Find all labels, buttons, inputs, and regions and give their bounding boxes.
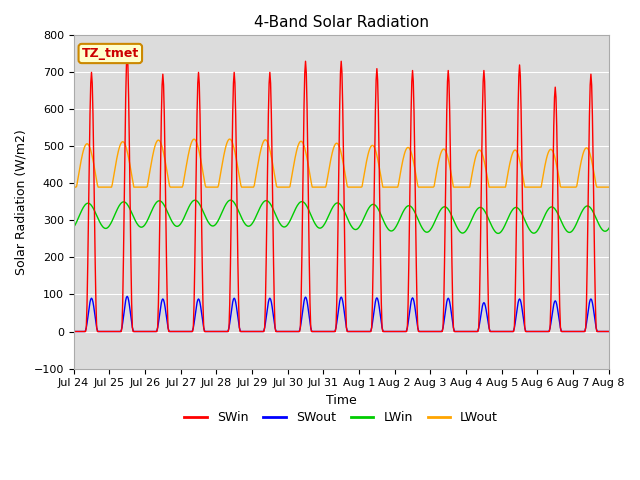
Y-axis label: Solar Radiation (W/m2): Solar Radiation (W/m2) xyxy=(15,129,28,275)
LWout xyxy=(137,184,145,190)
LWout xyxy=(226,136,234,142)
LWout xyxy=(242,184,250,190)
SWin xyxy=(451,329,458,335)
SWout xyxy=(242,329,250,335)
SWout xyxy=(124,293,131,299)
Legend: SWin, SWout, LWin, LWout: SWin, SWout, LWin, LWout xyxy=(179,406,503,429)
SWout xyxy=(70,329,77,335)
Line: SWout: SWout xyxy=(74,296,640,332)
LWin xyxy=(419,225,426,231)
LWout xyxy=(70,184,77,190)
LWout xyxy=(271,170,278,176)
SWin xyxy=(70,329,77,335)
Title: 4-Band Solar Radiation: 4-Band Solar Radiation xyxy=(253,15,429,30)
SWin xyxy=(292,329,300,335)
LWout xyxy=(451,184,458,190)
LWout xyxy=(292,151,300,157)
Text: TZ_tmet: TZ_tmet xyxy=(82,47,139,60)
LWin xyxy=(70,224,77,230)
LWin xyxy=(137,224,145,230)
SWin xyxy=(242,329,250,335)
Line: LWin: LWin xyxy=(74,200,640,233)
SWout xyxy=(451,328,458,334)
SWin xyxy=(124,51,131,57)
Line: SWin: SWin xyxy=(74,54,640,332)
SWout xyxy=(138,329,145,335)
SWin xyxy=(419,329,426,335)
SWin xyxy=(271,301,278,307)
LWin xyxy=(271,209,278,215)
LWout xyxy=(419,184,426,190)
LWin xyxy=(451,218,458,224)
LWin xyxy=(242,222,250,228)
X-axis label: Time: Time xyxy=(326,394,356,407)
LWin xyxy=(227,197,234,203)
SWin xyxy=(138,329,145,335)
SWout xyxy=(271,320,278,326)
SWout xyxy=(419,329,426,335)
Line: LWout: LWout xyxy=(74,139,640,187)
LWin xyxy=(292,205,300,211)
LWin xyxy=(494,230,502,236)
SWout xyxy=(292,329,300,335)
